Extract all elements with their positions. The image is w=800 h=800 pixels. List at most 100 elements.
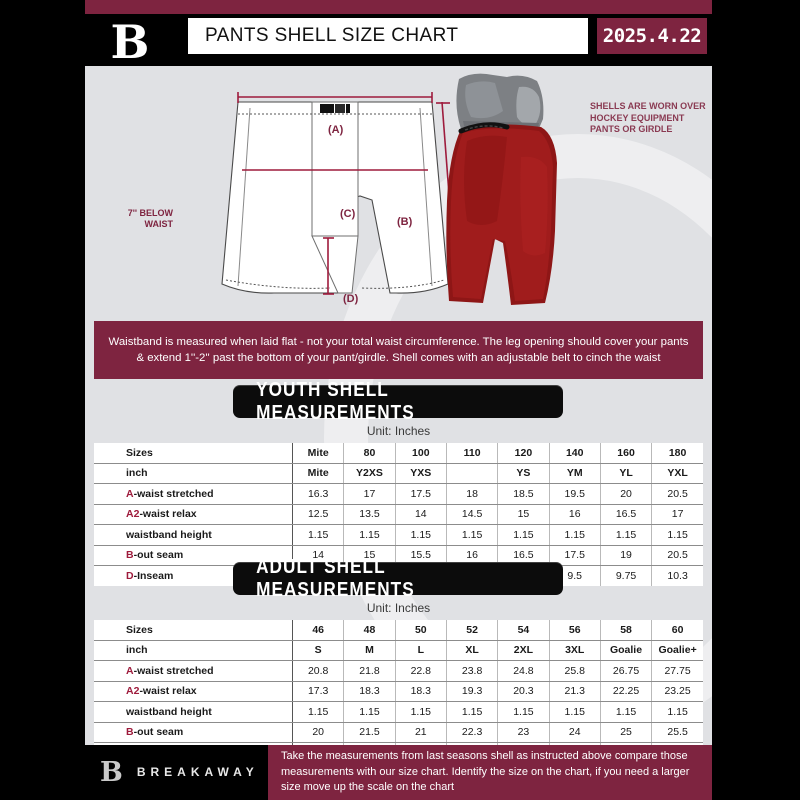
table-cell: 24 [549, 722, 601, 743]
table-cell: 12.5 [292, 504, 345, 525]
table-cell: 14 [395, 504, 447, 525]
table-cell: 19.5 [549, 483, 601, 505]
table-cell: 1.15 [549, 524, 601, 546]
youth-section-title: YOUTH SHELL MEASUREMENTS [233, 379, 563, 424]
table-cell: 160 [600, 443, 653, 464]
table-cell: 52 [446, 620, 499, 641]
table-cell: 13 [600, 742, 653, 745]
row-label-marker: D [126, 569, 134, 582]
table-cell: 23.25 [651, 681, 703, 702]
table-cell: 20 [292, 722, 345, 743]
table-row: A2-waist relax 12.5 13.5 14 14.5 15 16 16.5 17 [94, 504, 703, 525]
table-cell: 20.5 [651, 483, 703, 505]
table-cell: 25.8 [549, 660, 601, 682]
table-cell: 22.3 [446, 722, 499, 743]
table-cell: 1.15 [497, 701, 550, 723]
table-cell: 17 [651, 504, 703, 525]
table-cell: 24.8 [497, 660, 550, 682]
table-cell: 60 [651, 620, 703, 641]
table-cell: 20 [600, 483, 653, 505]
table-cell: 3XL [549, 640, 601, 661]
table-cell: YXL [651, 463, 703, 484]
table-cell: 1.15 [343, 524, 396, 546]
table-cell: 19 [600, 545, 653, 566]
table-cell: 23 [497, 722, 550, 743]
table-cell: 48 [343, 620, 396, 641]
row-label: Sizes [94, 443, 293, 464]
row-label: A2-waist relax [94, 681, 293, 702]
table-cell: 54 [497, 620, 550, 641]
table-row: B-out seam 20 21.5 21 22.3 23 24 25 25.5 [94, 722, 703, 743]
table-cell: 100 [395, 443, 447, 464]
table-cell: 17.5 [395, 483, 447, 505]
table-cell: 1.15 [395, 524, 447, 546]
table-cell: 58 [600, 620, 653, 641]
table-cell: S [292, 640, 345, 661]
table-cell: 19.3 [446, 681, 499, 702]
table-cell: 20.8 [292, 660, 345, 682]
adult-section-title-text: ADULT SHELL MEASUREMENTS [256, 555, 415, 601]
page-title-box: PANTS SHELL SIZE CHART [188, 18, 588, 54]
table-cell: 56 [549, 620, 601, 641]
header-bar: B PANTS SHELL SIZE CHART 2025.4.22 [85, 14, 712, 68]
row-label: waistband height [94, 701, 293, 723]
table-cell: M [343, 640, 396, 661]
table-cell: YM [549, 463, 601, 484]
row-label-marker: A [126, 487, 134, 500]
table-row: waistband height 1.15 1.15 1.15 1.15 1.15 1.15… [94, 524, 703, 546]
footer-brand: B BREAKAWAY [100, 753, 265, 791]
table-cell: 17.5 [549, 545, 601, 566]
table-cell: 1.15 [446, 524, 499, 546]
row-label: inch [94, 463, 293, 484]
row-label-marker: A2 [126, 508, 140, 521]
table-cell: XL [446, 640, 499, 661]
table-cell: 50 [395, 620, 447, 641]
table-cell: 9.75 [600, 565, 653, 586]
row-label: waistband height [94, 524, 293, 546]
shell-pants-photo [433, 71, 568, 311]
table-cell: 18.5 [497, 483, 550, 505]
table-cell: 26.75 [600, 660, 653, 682]
top-accent-strip [85, 0, 712, 14]
label-c: (C) [340, 208, 356, 220]
table-cell: 25 [600, 722, 653, 743]
table-cell: 1.15 [395, 701, 447, 723]
table-cell: 23.8 [446, 660, 499, 682]
table-cell: 18.3 [343, 681, 396, 702]
row-label-marker: B [126, 726, 134, 739]
table-cell: 110 [446, 443, 499, 464]
adult-table-body: Sizes 46 48 50 52 54 56 58 60 inch S M L XL 2XL 3XL Goal… [94, 620, 703, 745]
table-cell: 13.5 [343, 504, 396, 525]
table-row: A2-waist relax 17.3 18.3 18.3 19.3 20.3 21.3 22… [94, 681, 703, 702]
table-cell: 1.15 [600, 524, 653, 546]
row-label: A-waist stretched [94, 483, 293, 505]
table-cell: 27.75 [651, 660, 703, 682]
table-cell: 21.3 [549, 681, 601, 702]
table-cell: 20.3 [497, 681, 550, 702]
footer-logo-icon: B [100, 756, 123, 788]
table-cell: 21.5 [343, 722, 396, 743]
table-cell: 16.5 [600, 504, 653, 525]
banner-text: Waistband is measured when laid flat - n… [108, 336, 689, 364]
table-cell: 80 [343, 443, 396, 464]
table-cell: Mite [292, 463, 345, 484]
table-row: B-out seam 14 15 15.5 16 16.5 17.5 19 20.5 [94, 545, 703, 566]
row-label: B-out seam [94, 545, 293, 566]
table-cell: 17.3 [292, 681, 345, 702]
table-cell: 120 [497, 443, 550, 464]
table-cell [446, 463, 499, 484]
youth-unit-label: Unit: Inches [366, 424, 431, 438]
table-cell: Goalie [600, 640, 653, 661]
date-text: 2025.4.22 [602, 25, 702, 47]
table-row: D-Inseam1111.311.31212.512.81313.25 [94, 742, 703, 745]
row-label: inch [94, 640, 293, 661]
table-cell: 22.25 [600, 681, 653, 702]
table-cell: 12 [446, 742, 499, 745]
row-label: D-Inseam [94, 742, 293, 745]
brand-logo-icon: B [110, 15, 150, 69]
adult-section-title: ADULT SHELL MEASUREMENTS [233, 556, 563, 601]
footer-instructions-text: Take the measurements from last seasons … [281, 750, 690, 794]
row-label: Sizes [94, 620, 293, 641]
footer-bar: B BREAKAWAY Take the measurements from l… [0, 745, 800, 800]
